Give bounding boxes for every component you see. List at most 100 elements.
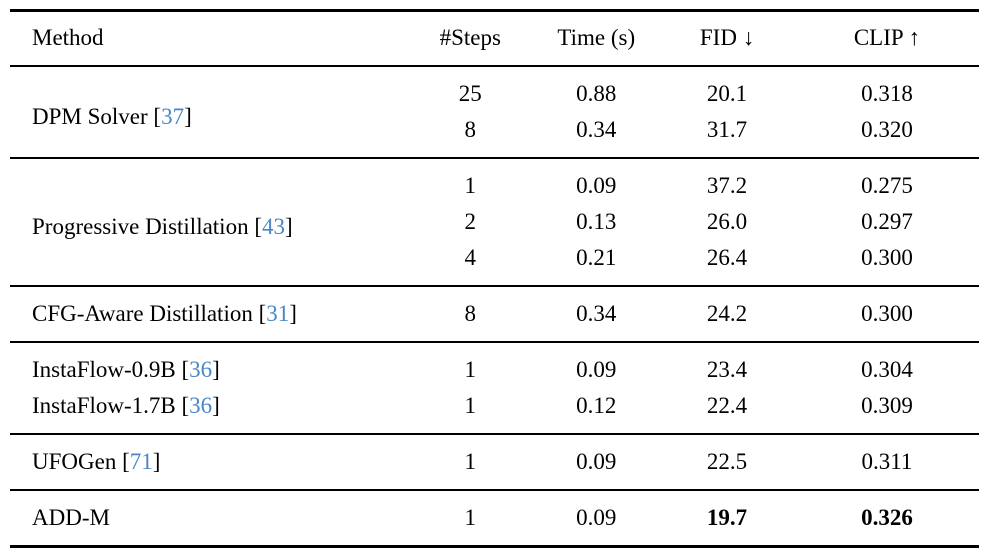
col-header-clip: CLIP ↑: [794, 10, 979, 67]
bracket-open: [: [181, 357, 190, 382]
fid-cell: 37.2: [659, 157, 795, 204]
table-row: DPM Solver [37] 25 0.88 20.1 0.318: [10, 65, 979, 158]
results-table: Method #Steps Time (s) FID ↓ CLIP ↑ DPM …: [10, 9, 979, 548]
table-row: CFG-Aware Distillation [31] 8 0.34 24.2 …: [10, 285, 979, 342]
clip-cell: 0.300: [861, 245, 913, 270]
clip-cell: 0.320: [861, 117, 913, 142]
table-header: Method #Steps Time (s) FID ↓ CLIP ↑: [10, 10, 979, 67]
method-cell: InstaFlow-0.9B [36]: [10, 341, 408, 388]
citation-number: 37: [161, 103, 185, 129]
steps-cell: 1: [407, 433, 534, 490]
table-row: 8 0.34 31.7 0.320: [10, 112, 979, 158]
method-cell: UFOGen [71]: [10, 433, 408, 490]
clip-cell: 0.275: [794, 157, 979, 204]
steps-cell: 1: [407, 157, 534, 204]
fid-cell: 22.5: [659, 433, 795, 490]
time-cell: 0.13: [576, 209, 617, 234]
clip-cell: 0.304: [794, 341, 979, 388]
clip-cell: 0.300: [794, 285, 979, 342]
clip-cell: 0.311: [794, 433, 979, 490]
citation-link[interactable]: [36]: [182, 357, 220, 382]
fid-cell: 31.7: [706, 117, 748, 142]
clip-cell: 0.309: [861, 393, 913, 418]
time-cell: 0.21: [576, 245, 617, 270]
time-cell: 0.09: [533, 157, 660, 204]
citation-number: 36: [189, 393, 213, 418]
clip-cell: 0.297: [861, 209, 913, 234]
fid-cell: 26.4: [706, 245, 748, 270]
group-progressive-distillation: Progressive Distillation [43] 1 0.09 37.…: [10, 157, 979, 286]
col-header-steps: #Steps: [407, 10, 534, 67]
citation-number: 31: [266, 301, 290, 326]
group-ufogen: UFOGen [71] 1 0.09 22.5 0.311: [10, 433, 979, 490]
bracket-open: [: [258, 301, 267, 326]
group-add-m: ADD-M 1 0.09 19.7 0.326: [10, 489, 979, 547]
fid-cell: 23.4: [659, 341, 795, 388]
bracket-close: ]: [212, 393, 220, 418]
citation-number: 43: [262, 213, 285, 239]
header-row: Method #Steps Time (s) FID ↓ CLIP ↑: [10, 10, 979, 67]
steps-cell: 8: [464, 117, 477, 142]
table-row: 2 0.13 26.0 0.297: [10, 204, 979, 240]
fid-cell: 26.0: [706, 209, 748, 234]
table-row: InstaFlow-1.7B [36] 1 0.12 22.4 0.309: [10, 388, 979, 434]
method-name: CFG-Aware Distillation: [32, 301, 253, 326]
table-row: 4 0.21 26.4 0.300: [10, 240, 979, 286]
group-dpm-solver: DPM Solver [37] 25 0.88 20.1 0.318 8 0.3…: [10, 65, 979, 158]
steps-cell: 2: [464, 209, 477, 234]
col-header-time: Time (s): [533, 10, 660, 67]
time-cell: 0.09: [533, 489, 660, 547]
table-row: Progressive Distillation [43] 1 0.09 37.…: [10, 157, 979, 286]
col-header-fid: FID ↓: [659, 10, 795, 67]
method-name: DPM Solver: [32, 103, 148, 129]
method-cell: ADD-M: [10, 489, 408, 547]
method-name: ADD-M: [32, 505, 110, 530]
bracket-open: [: [153, 103, 162, 129]
bracket-open: [: [254, 213, 262, 239]
method-cell: InstaFlow-1.7B [36]: [10, 388, 407, 434]
method-name: UFOGen: [32, 449, 117, 474]
citation-number: 36: [189, 357, 213, 382]
clip-cell-best: 0.326: [794, 489, 979, 547]
citation-link[interactable]: [71]: [122, 449, 160, 474]
citation-link[interactable]: [43]: [254, 214, 292, 239]
time-cell: 0.09: [533, 433, 660, 490]
fid-cell: 24.2: [659, 285, 795, 342]
time-cell: 0.12: [576, 393, 617, 418]
table-row: UFOGen [71] 1 0.09 22.5 0.311: [10, 433, 979, 490]
table-row: ADD-M 1 0.09 19.7 0.326: [10, 489, 979, 547]
citation-link[interactable]: [36]: [182, 393, 220, 418]
group-cfg-aware-distillation: CFG-Aware Distillation [31] 8 0.34 24.2 …: [10, 285, 979, 342]
table-row: InstaFlow-0.9B [36] 1 0.09 23.4 0.304: [10, 341, 979, 388]
bracket-close: ]: [289, 301, 297, 326]
method-cell: DPM Solver [37]: [10, 65, 408, 158]
bracket-close: ]: [285, 213, 293, 239]
col-header-method: Method: [10, 10, 408, 67]
steps-cell: 4: [464, 245, 477, 270]
group-instaflow: InstaFlow-0.9B [36] 1 0.09 23.4 0.304 In…: [10, 341, 979, 434]
method-name: InstaFlow-1.7B: [32, 393, 176, 418]
fid-cell-best: 19.7: [659, 489, 795, 547]
method-name: Progressive Distillation: [32, 213, 249, 239]
steps-cell: 8: [407, 285, 534, 342]
method-cell: CFG-Aware Distillation [31]: [10, 285, 408, 342]
bracket-open: [: [181, 393, 190, 418]
bracket-open: [: [122, 449, 130, 474]
steps-cell: 1: [407, 341, 534, 388]
fid-cell: 22.4: [706, 393, 748, 418]
bracket-close: ]: [184, 103, 192, 129]
time-cell: 0.34: [576, 117, 617, 142]
citation-number: 71: [129, 449, 153, 474]
clip-cell: 0.318: [794, 65, 979, 112]
bracket-close: ]: [152, 449, 161, 474]
method-name: InstaFlow-0.9B: [32, 357, 176, 382]
method-cell: Progressive Distillation [43]: [10, 157, 408, 286]
steps-cell: 1: [407, 489, 534, 547]
time-cell: 0.34: [533, 285, 660, 342]
time-cell: 0.88: [533, 65, 660, 112]
bracket-close: ]: [212, 357, 220, 382]
citation-link[interactable]: [31]: [259, 301, 297, 326]
steps-cell: 1: [464, 393, 477, 418]
citation-link[interactable]: [37]: [153, 104, 191, 129]
